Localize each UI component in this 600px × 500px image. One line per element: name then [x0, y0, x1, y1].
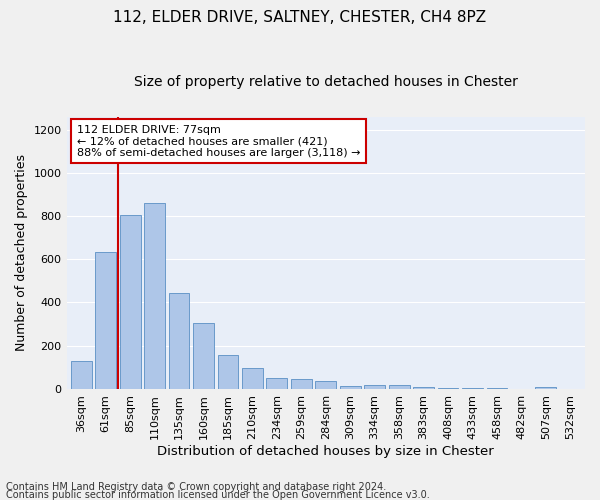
Text: Contains public sector information licensed under the Open Government Licence v3: Contains public sector information licen… — [6, 490, 430, 500]
Bar — [266, 378, 287, 389]
Bar — [71, 361, 92, 389]
Bar — [364, 384, 385, 389]
Y-axis label: Number of detached properties: Number of detached properties — [15, 154, 28, 352]
Bar — [487, 388, 508, 389]
Text: 112 ELDER DRIVE: 77sqm
← 12% of detached houses are smaller (421)
88% of semi-de: 112 ELDER DRIVE: 77sqm ← 12% of detached… — [77, 124, 361, 158]
Bar — [291, 379, 312, 389]
X-axis label: Distribution of detached houses by size in Chester: Distribution of detached houses by size … — [157, 444, 494, 458]
Bar — [389, 384, 410, 389]
Title: Size of property relative to detached houses in Chester: Size of property relative to detached ho… — [134, 75, 518, 89]
Text: 112, ELDER DRIVE, SALTNEY, CHESTER, CH4 8PZ: 112, ELDER DRIVE, SALTNEY, CHESTER, CH4 … — [113, 10, 487, 25]
Bar — [218, 356, 238, 389]
Bar — [437, 388, 458, 389]
Bar — [95, 252, 116, 389]
Bar — [535, 387, 556, 389]
Text: Contains HM Land Registry data © Crown copyright and database right 2024.: Contains HM Land Registry data © Crown c… — [6, 482, 386, 492]
Bar — [340, 386, 361, 389]
Bar — [120, 215, 140, 389]
Bar — [193, 323, 214, 389]
Bar — [144, 203, 165, 389]
Bar — [169, 293, 190, 389]
Bar — [462, 388, 483, 389]
Bar — [242, 368, 263, 389]
Bar — [413, 387, 434, 389]
Bar — [316, 382, 336, 389]
